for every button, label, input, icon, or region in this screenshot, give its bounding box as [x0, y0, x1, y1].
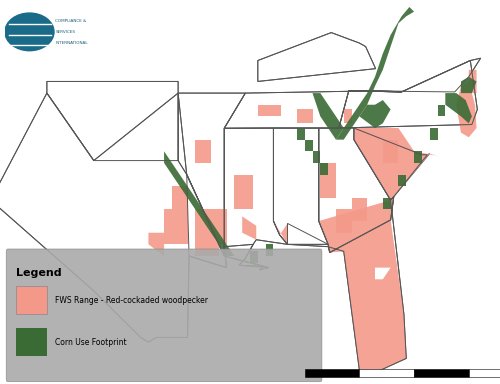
Polygon shape: [196, 209, 226, 244]
Polygon shape: [234, 175, 253, 209]
Polygon shape: [250, 252, 258, 263]
Bar: [304, 369, 360, 377]
Bar: [16, 286, 47, 314]
Polygon shape: [266, 244, 274, 256]
Polygon shape: [360, 100, 390, 128]
Polygon shape: [354, 128, 438, 200]
Polygon shape: [288, 197, 406, 372]
Bar: [469, 369, 500, 377]
Polygon shape: [164, 209, 188, 244]
Polygon shape: [172, 186, 188, 209]
Polygon shape: [297, 109, 312, 123]
Polygon shape: [320, 163, 336, 198]
Polygon shape: [461, 77, 476, 93]
Polygon shape: [339, 61, 477, 128]
Polygon shape: [196, 140, 211, 163]
Polygon shape: [456, 81, 476, 137]
Bar: [16, 328, 47, 356]
Polygon shape: [320, 163, 328, 175]
Polygon shape: [186, 175, 269, 270]
Polygon shape: [336, 7, 414, 140]
Polygon shape: [258, 33, 376, 81]
Polygon shape: [398, 175, 406, 186]
Polygon shape: [148, 233, 164, 256]
Polygon shape: [319, 128, 394, 253]
Text: Legend: Legend: [16, 268, 61, 278]
Polygon shape: [0, 93, 226, 342]
Polygon shape: [352, 198, 367, 221]
Polygon shape: [336, 209, 351, 233]
Polygon shape: [274, 221, 287, 244]
Polygon shape: [312, 151, 320, 163]
Polygon shape: [224, 91, 402, 128]
Polygon shape: [414, 151, 422, 163]
Polygon shape: [319, 197, 406, 372]
Text: SERVICES: SERVICES: [56, 30, 76, 34]
Polygon shape: [312, 93, 344, 140]
Polygon shape: [383, 140, 398, 163]
Polygon shape: [196, 244, 219, 256]
Polygon shape: [274, 128, 328, 244]
Polygon shape: [446, 93, 472, 123]
FancyBboxPatch shape: [6, 249, 322, 382]
Polygon shape: [344, 109, 352, 123]
Polygon shape: [438, 105, 446, 116]
Polygon shape: [258, 105, 281, 116]
Polygon shape: [349, 58, 480, 92]
Text: COMPLIANCE &: COMPLIANCE &: [56, 19, 87, 23]
Text: INTERNATIONAL: INTERNATIONAL: [56, 41, 88, 45]
Polygon shape: [164, 151, 234, 256]
Bar: [414, 369, 469, 377]
Text: FWS Range - Red-cockaded woodpecker: FWS Range - Red-cockaded woodpecker: [54, 296, 208, 305]
Circle shape: [5, 13, 54, 51]
Polygon shape: [469, 70, 476, 93]
Polygon shape: [178, 93, 246, 256]
Polygon shape: [383, 198, 390, 209]
Text: Corn Use Footprint: Corn Use Footprint: [54, 338, 127, 347]
Polygon shape: [242, 217, 256, 240]
Polygon shape: [375, 268, 390, 279]
Bar: [360, 369, 414, 377]
Polygon shape: [430, 128, 438, 140]
Polygon shape: [354, 128, 430, 200]
Polygon shape: [304, 140, 312, 151]
Polygon shape: [297, 128, 304, 140]
Polygon shape: [224, 128, 288, 270]
Polygon shape: [47, 81, 178, 161]
